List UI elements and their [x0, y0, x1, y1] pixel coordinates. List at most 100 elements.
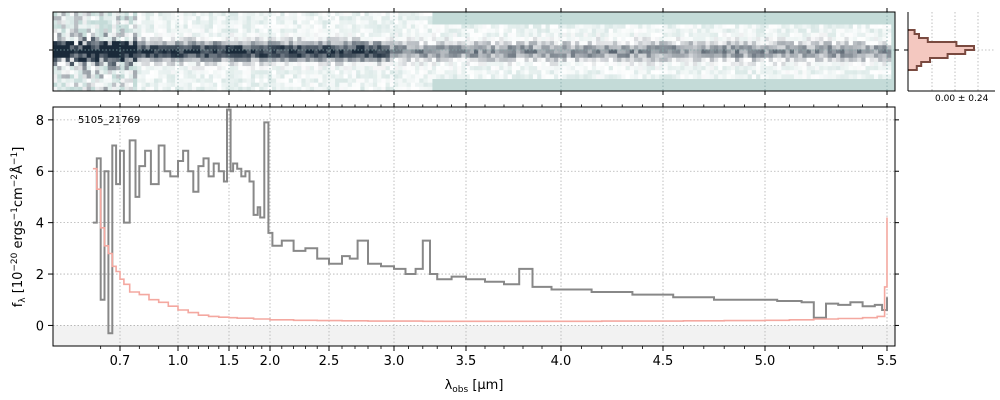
spectrum-2d-pixel [191, 78, 197, 84]
spectrum-2d-pixel [713, 74, 719, 80]
spectrum-2d-pixel [204, 32, 210, 38]
spectrum-2d-pixel [217, 12, 222, 17]
spectrum-2d-pixel [208, 61, 214, 67]
spectrum-2d-pixel [410, 61, 416, 67]
spectrum-2d-pixel [191, 74, 197, 80]
spectrum-2d-pixel [137, 70, 142, 75]
spectrum-2d-pixel [196, 36, 201, 42]
spectrum-2d-pixel [183, 86, 189, 91]
spectrum-2d-pixel [431, 53, 437, 59]
x-tick-label: 5.0 [755, 354, 776, 369]
spectrum-2d-pixel [848, 36, 854, 42]
spectrum-2d-pixel [625, 53, 631, 59]
spectrum-2d-pixel [511, 32, 517, 38]
spectrum-2d-pixel [330, 36, 336, 42]
spectrum-2d-pixel [604, 57, 610, 63]
spectrum-2d-pixel [120, 24, 126, 30]
spectrum-2d-pixel [111, 86, 117, 91]
spectrum-2d-pixel [659, 28, 664, 34]
spectrum-2d-pixel [154, 82, 159, 88]
spectrum-2d-pixel [772, 49, 778, 55]
spectrum-2d-pixel [183, 28, 189, 34]
spectrum-2d-pixel [166, 61, 172, 67]
spectrum-2d-pixel [575, 45, 580, 50]
spectrum-2d-pixel [684, 70, 690, 75]
spectrum-2d-pixel [718, 28, 723, 34]
spectrum-2d-pixel [368, 24, 374, 30]
spectrum-2d-pixel [65, 32, 71, 38]
y-tick-label: 4 [36, 217, 44, 232]
spectrum-2d-pixel [528, 53, 534, 59]
spectrum-2d-pixel [419, 32, 424, 38]
spectrum-2d-pixel [739, 61, 744, 67]
spectrum-2d-pixel [869, 61, 875, 67]
spectrum-2d-pixel [175, 70, 180, 75]
spectrum-2d-pixel [86, 53, 92, 59]
spectrum-2d-pixel [827, 45, 833, 50]
spectrum-2d-pixel [124, 61, 130, 67]
spectrum-2d-pixel [271, 78, 277, 84]
spectrum-2d-pixel [238, 36, 243, 42]
spectrum-2d-pixel [768, 49, 774, 55]
spectrum-2d-pixel [474, 36, 479, 42]
spectrum-2d-pixel [642, 45, 648, 50]
spectrum-2d-pixel [132, 74, 138, 80]
spectrum-2d-pixel [82, 66, 88, 71]
spectrum-2d-pixel [806, 24, 812, 30]
spectrum-2d-pixel [415, 61, 420, 67]
spectrum-2d-pixel [659, 45, 664, 50]
spectrum-2d-pixel [427, 28, 433, 34]
spectrum-2d-pixel [553, 24, 559, 30]
spectrum-2d-pixel [474, 24, 479, 30]
spectrum-2d-pixel [99, 57, 105, 63]
spectrum-2d-pixel [124, 49, 130, 55]
spectrum-2d-pixel [882, 45, 888, 50]
spectrum-2d-pixel [120, 70, 126, 75]
spectrum-2d-pixel [309, 41, 315, 46]
spectrum-2d-pixel [364, 24, 370, 30]
spectrum-2d-pixel [528, 41, 534, 46]
spectrum-2d-pixel [196, 61, 201, 67]
spectrum-2d-pixel [490, 28, 496, 34]
spectrum-2d-pixel [381, 66, 387, 71]
spectrum-2d-pixel [314, 45, 319, 50]
spectrum-2d-pixel [284, 36, 290, 42]
spectrum-2d-pixel [221, 78, 227, 84]
spectrum-2d-pixel [633, 61, 639, 67]
spectrum-2d-pixel [655, 36, 660, 42]
spectrum-2d-pixel [65, 20, 71, 25]
spectrum-2d-pixel [617, 49, 622, 55]
spectrum-2d-pixel [149, 36, 155, 42]
spectrum-2d-pixel [385, 24, 391, 30]
spectrum-2d-pixel [385, 57, 391, 63]
spectrum-2d-pixel [570, 41, 576, 46]
spectrum-2d-pixel [284, 28, 290, 34]
spectrum-2d-pixel [499, 66, 504, 71]
spectrum-2d-pixel [511, 74, 517, 80]
spectrum-2d-pixel [507, 45, 513, 50]
spectrum-2d-pixel [343, 70, 349, 75]
spectrum-2d-pixel [372, 53, 378, 59]
spectrum-2d-pixel [78, 53, 83, 59]
spectrum-2d-pixel [297, 32, 302, 38]
spectrum-2d-pixel [549, 49, 555, 55]
spectrum-2d-pixel [196, 28, 201, 34]
spectrum-2d-pixel [612, 53, 618, 59]
spectrum-2d-pixel [246, 28, 252, 34]
spectrum-2d-pixel [175, 28, 180, 34]
spectrum-2d-pixel [217, 41, 222, 46]
spectrum-2d-pixel [69, 78, 75, 84]
spectrum-2d-pixel [250, 82, 256, 88]
spectrum-2d-pixel [53, 74, 58, 80]
spectrum-2d-pixel [69, 70, 75, 75]
spectrum-2d-pixel [95, 20, 100, 25]
spectrum-2d-pixel [701, 32, 707, 38]
spectrum-2d-pixel [457, 53, 462, 59]
spectrum-2d-pixel [242, 66, 248, 71]
spectrum-2d-pixel [208, 82, 214, 88]
spectrum-2d-pixel [360, 86, 366, 91]
spectrum-2d-pixel [608, 66, 614, 71]
spectrum-2d-pixel [368, 78, 374, 84]
spectrum-2d-pixel [217, 32, 222, 38]
spectrum-2d-pixel [170, 20, 176, 25]
